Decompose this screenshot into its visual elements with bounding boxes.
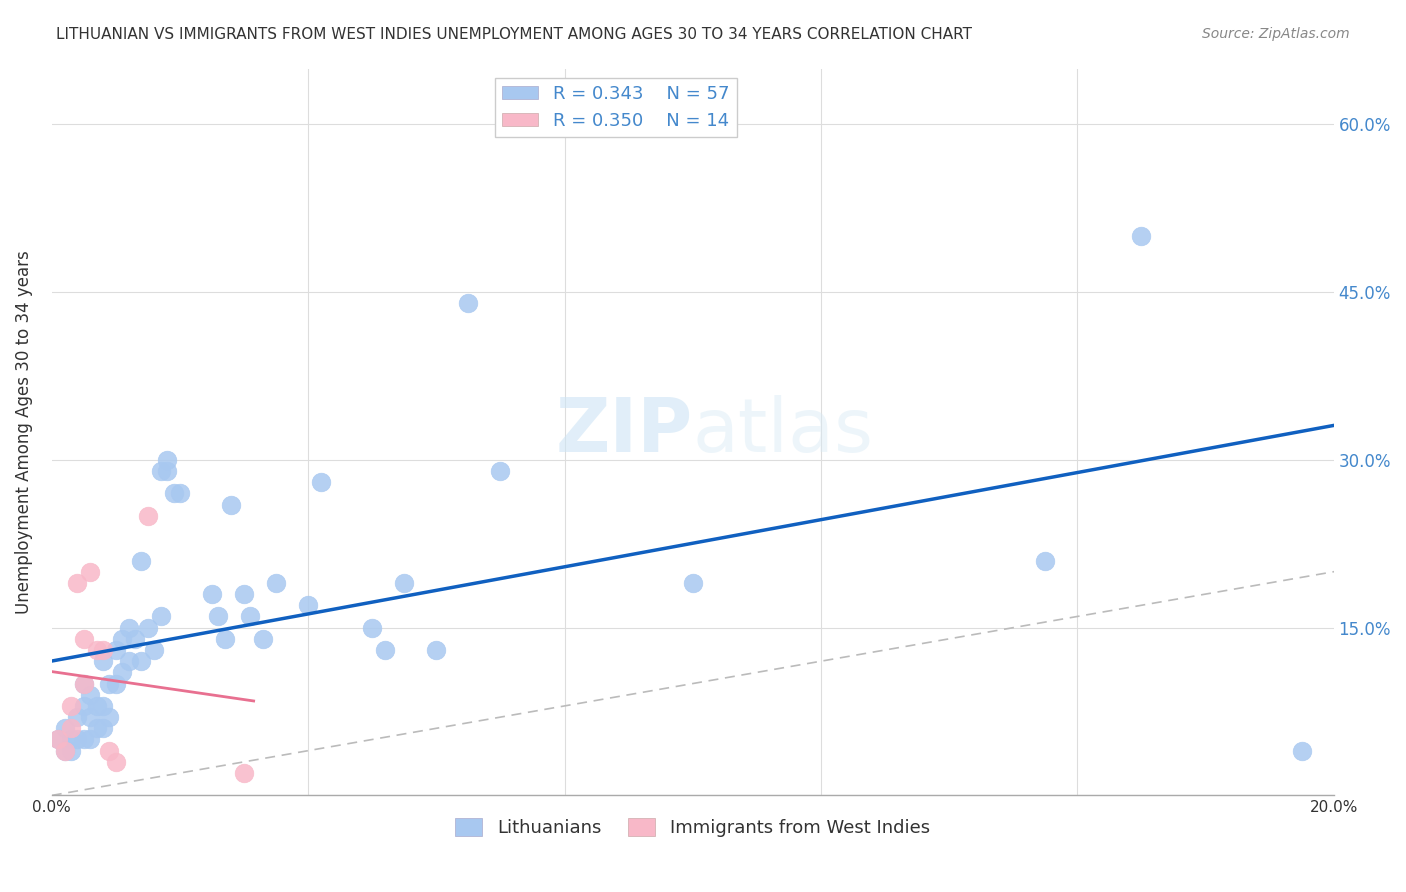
Point: [374, 643, 396, 657]
Point: [457, 296, 479, 310]
Point: [297, 599, 319, 613]
Point: [98, 744, 121, 758]
Point: [104, 676, 127, 690]
Point: [53, 744, 76, 758]
Point: [86, 721, 108, 735]
Point: [1291, 744, 1313, 758]
Point: [86, 698, 108, 713]
Point: [149, 464, 172, 478]
Point: [104, 755, 127, 769]
Point: [131, 553, 153, 567]
Point: [394, 576, 416, 591]
Point: [169, 486, 191, 500]
Text: LITHUANIAN VS IMMIGRANTS FROM WEST INDIES UNEMPLOYMENT AMONG AGES 30 TO 34 YEARS: LITHUANIAN VS IMMIGRANTS FROM WEST INDIE…: [56, 27, 972, 42]
Point: [46, 732, 69, 747]
Point: [73, 698, 96, 713]
Point: [86, 643, 108, 657]
Point: [233, 587, 256, 601]
Point: [59, 698, 82, 713]
Point: [79, 565, 101, 579]
Point: [264, 576, 287, 591]
Point: [219, 498, 242, 512]
Point: [252, 632, 274, 646]
Point: [136, 508, 159, 523]
Point: [66, 576, 89, 591]
Point: [118, 621, 141, 635]
Point: [201, 587, 224, 601]
Text: ZIP: ZIP: [555, 395, 693, 468]
Point: [73, 676, 96, 690]
Point: [425, 643, 447, 657]
Point: [162, 486, 184, 500]
Point: [98, 676, 121, 690]
Point: [143, 643, 166, 657]
Point: [73, 632, 96, 646]
Point: [361, 621, 384, 635]
Point: [66, 710, 89, 724]
Point: [131, 654, 153, 668]
Point: [1130, 229, 1153, 244]
Point: [98, 710, 121, 724]
Y-axis label: Unemployment Among Ages 30 to 34 years: Unemployment Among Ages 30 to 34 years: [15, 250, 32, 614]
Point: [53, 721, 76, 735]
Point: [91, 654, 114, 668]
Point: [136, 621, 159, 635]
Point: [59, 721, 82, 735]
Text: atlas: atlas: [693, 395, 873, 468]
Point: [124, 632, 146, 646]
Point: [59, 732, 82, 747]
Point: [118, 654, 141, 668]
Point: [149, 609, 172, 624]
Point: [53, 744, 76, 758]
Point: [46, 732, 69, 747]
Point: [104, 643, 127, 657]
Point: [66, 732, 89, 747]
Point: [1033, 553, 1056, 567]
Point: [91, 721, 114, 735]
Point: [91, 643, 114, 657]
Point: [111, 632, 134, 646]
Point: [156, 453, 179, 467]
Point: [111, 665, 134, 680]
Point: [59, 744, 82, 758]
Point: [239, 609, 262, 624]
Point: [682, 576, 704, 591]
Point: [79, 710, 101, 724]
Legend: Lithuanians, Immigrants from West Indies: Lithuanians, Immigrants from West Indies: [449, 811, 938, 845]
Point: [309, 475, 332, 490]
Point: [79, 732, 101, 747]
Point: [207, 609, 229, 624]
Point: [156, 464, 179, 478]
Text: Source: ZipAtlas.com: Source: ZipAtlas.com: [1202, 27, 1350, 41]
Point: [73, 732, 96, 747]
Point: [489, 464, 512, 478]
Point: [79, 688, 101, 702]
Point: [214, 632, 236, 646]
Point: [91, 698, 114, 713]
Point: [233, 766, 256, 780]
Point: [73, 676, 96, 690]
